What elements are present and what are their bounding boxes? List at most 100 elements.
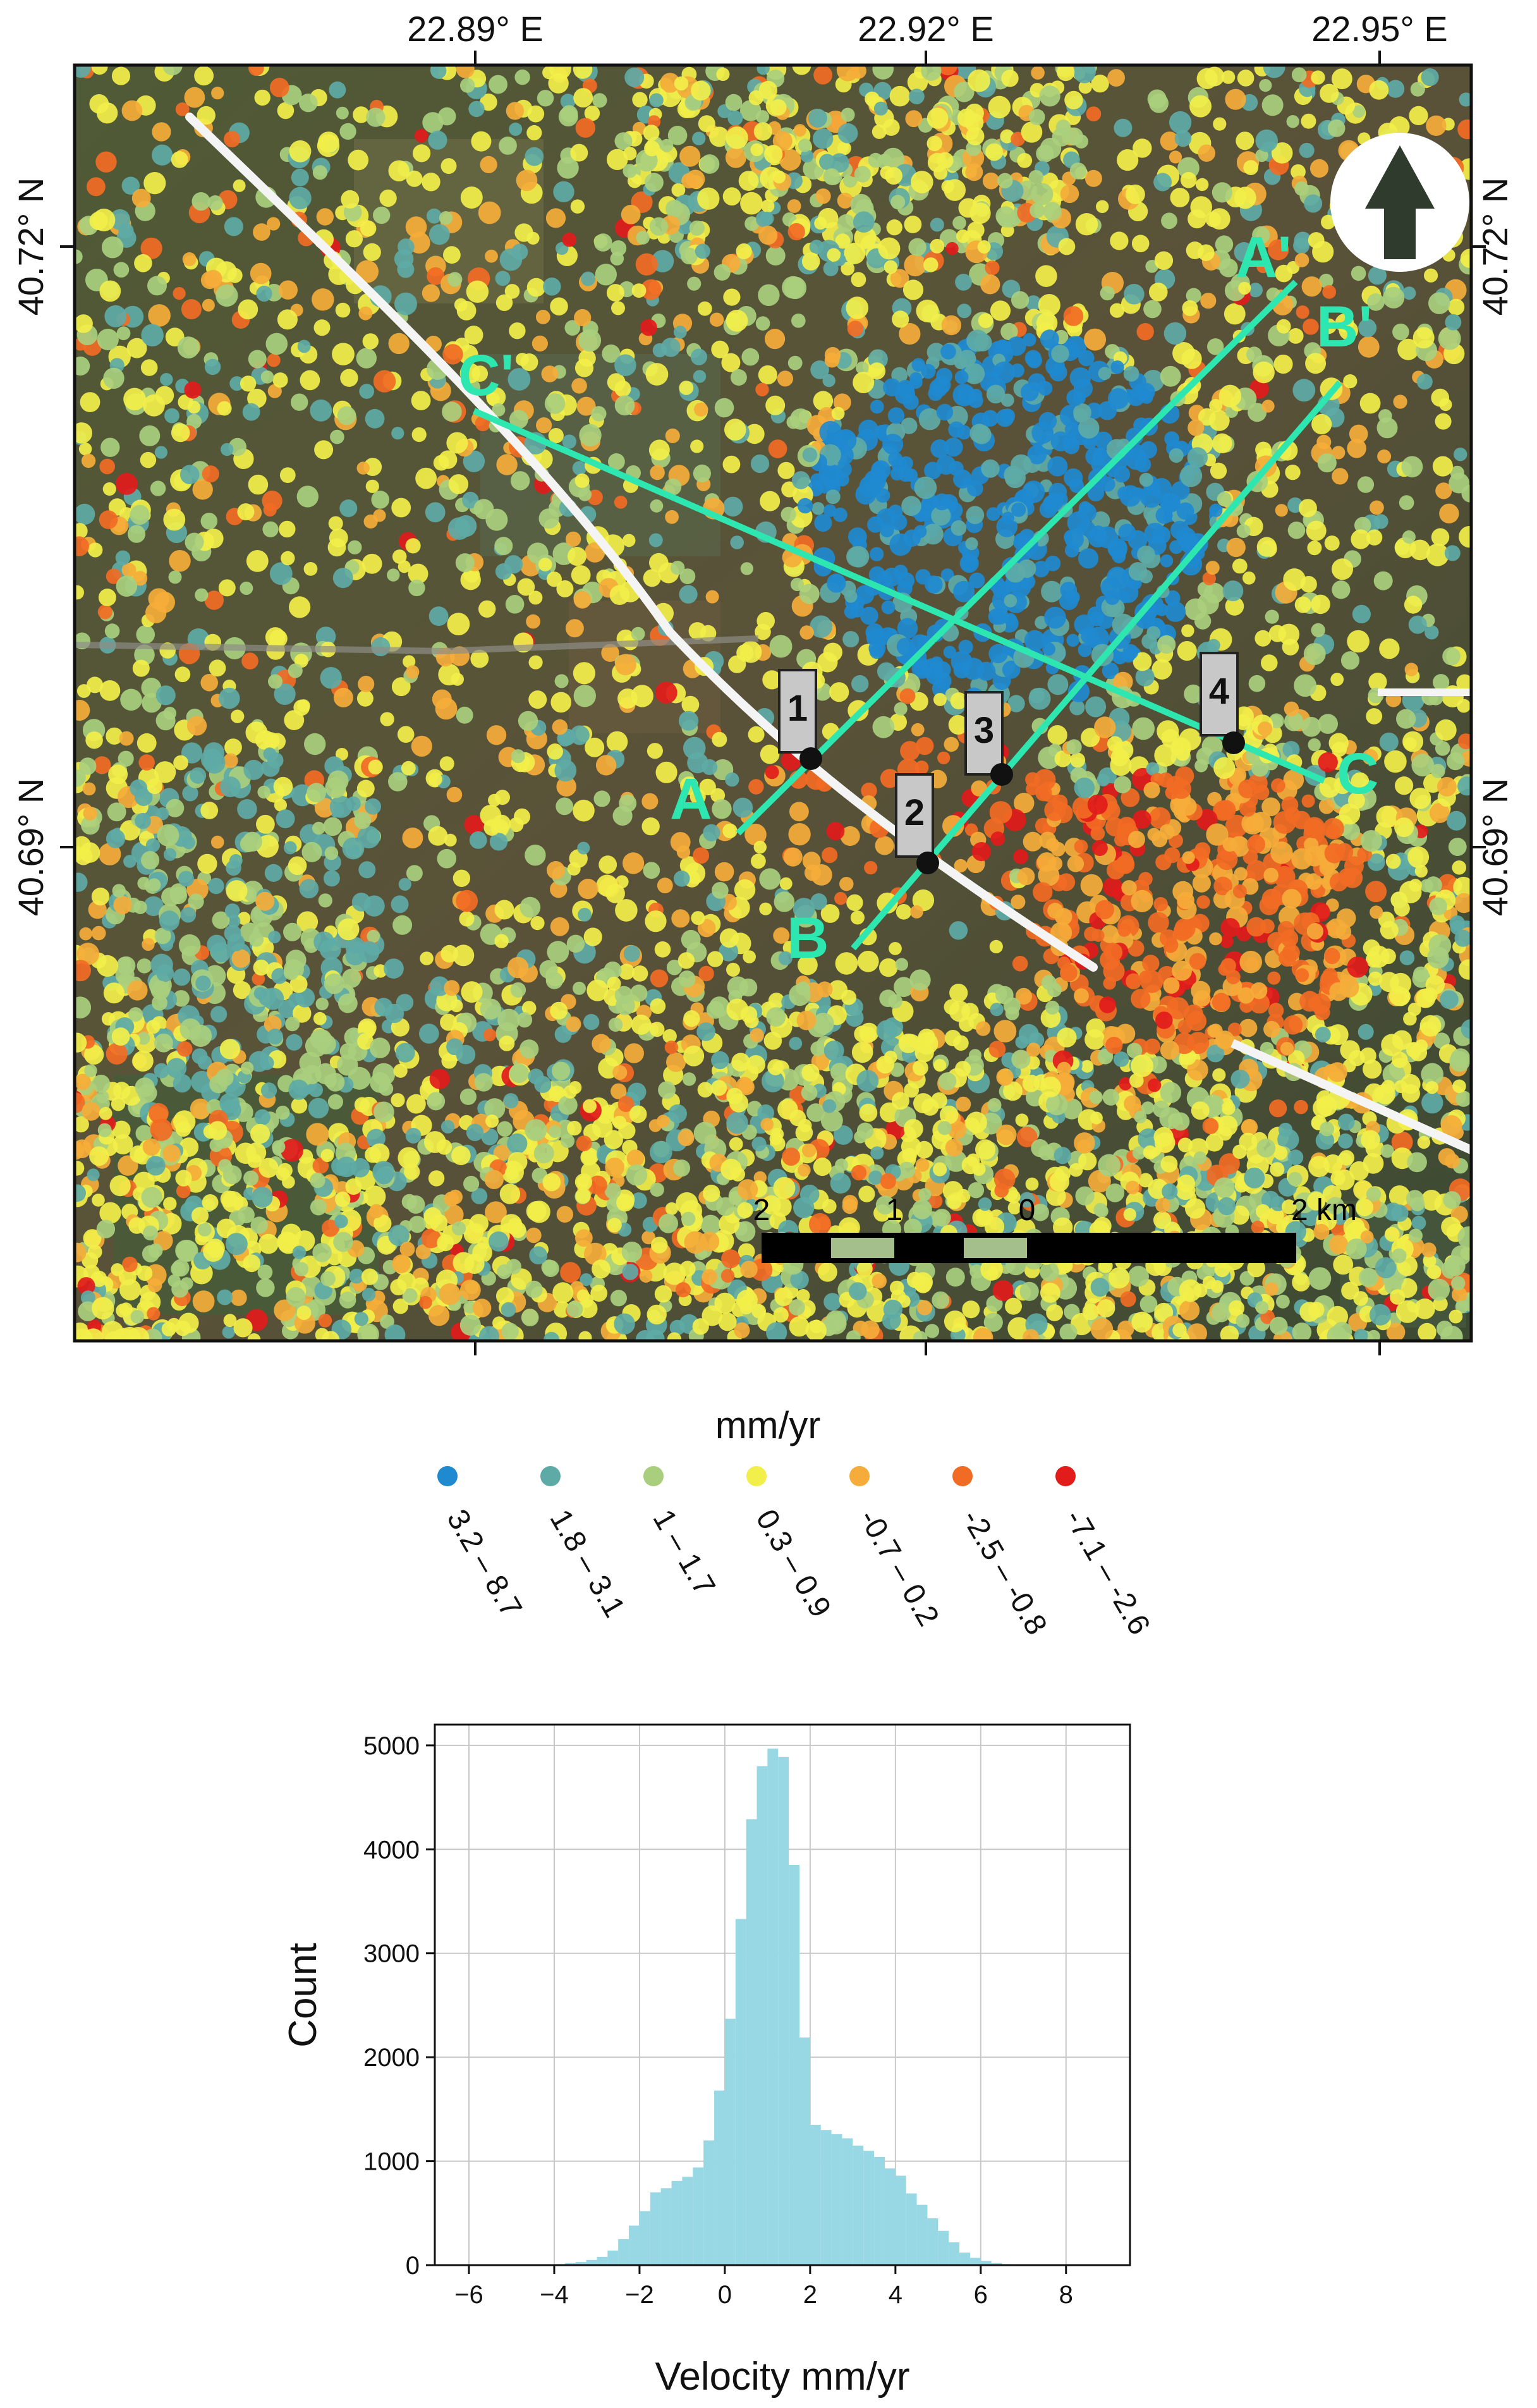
histogram-bar — [703, 2140, 715, 2265]
histogram-bar — [799, 2037, 810, 2265]
histogram-bar — [842, 2138, 853, 2265]
x-tick-label: 4 — [889, 2281, 902, 2309]
histogram-panel: −6 −4 −2 0 2 4 6 8 0 1000 2000 3000 4000 5000 Velocit… — [281, 1723, 1131, 2399]
histogram-bar — [949, 2242, 960, 2265]
histogram-bar — [927, 2218, 939, 2265]
legend-label: 0.3 – 0.9 — [749, 1504, 837, 1623]
histogram-bar — [884, 2168, 896, 2265]
profile-label-b: B — [787, 906, 829, 970]
legend-label: 3.2 – 8.7 — [440, 1504, 528, 1623]
histogram-bar — [820, 2130, 832, 2265]
point-label-2: 2 — [904, 792, 925, 833]
histogram-bar — [969, 2258, 981, 2265]
histogram-bar — [735, 1919, 746, 2265]
histogram-bar — [564, 2263, 576, 2265]
lat-label-left-40-72: 40.72° N — [11, 178, 51, 316]
x-tick-label: −4 — [540, 2281, 569, 2309]
point-marker-2: 2 — [895, 773, 939, 874]
histogram-bar — [916, 2204, 928, 2265]
histogram-bar — [607, 2250, 619, 2265]
x-tick-label: 8 — [1059, 2281, 1073, 2309]
legend-swatch — [952, 1466, 973, 1486]
legend-title: mm/yr — [715, 1404, 821, 1446]
histogram-bar — [629, 2225, 640, 2265]
road-line — [75, 635, 759, 655]
scale-label-0: 0 — [1019, 1194, 1036, 1227]
histogram-ticks: −6 −4 −2 0 2 4 6 8 0 1000 2000 3000 4000 5000 — [363, 1732, 1073, 2309]
histogram-bar — [863, 2151, 875, 2265]
point-marker-3: 3 — [964, 691, 1013, 786]
histogram-ylabel: Count — [281, 1943, 325, 2047]
scale-bar: 2 1 0 2 km — [753, 1194, 1357, 1263]
lon-label-22-92: 22.92° E — [858, 9, 993, 49]
histogram-bar — [756, 1766, 768, 2265]
x-tick-label: −6 — [454, 2281, 483, 2309]
histogram-bar — [767, 1748, 779, 2265]
fault-line-east — [1230, 1039, 1471, 1155]
point-label-1: 1 — [787, 688, 808, 729]
profile-line-aa — [736, 279, 1298, 836]
legend-item: 1 – 1.7 — [643, 1466, 722, 1601]
lat-label-left-40-69: 40.69° N — [11, 778, 51, 917]
scale-label-2-left: 2 — [753, 1194, 770, 1227]
legend-swatch — [643, 1466, 664, 1486]
histogram-bar — [959, 2252, 970, 2265]
histogram-bar — [660, 2188, 672, 2265]
y-tick-label: 4000 — [363, 1836, 420, 1864]
x-tick-label: 0 — [718, 2281, 732, 2309]
profile-label-c: C — [1337, 742, 1378, 806]
legend-label: 1.8 – 3.1 — [543, 1504, 631, 1623]
legend-swatch — [540, 1466, 561, 1486]
legend-item: 0.3 – 0.9 — [746, 1466, 837, 1623]
histogram-bar — [575, 2262, 586, 2265]
point-marker-4: 4 — [1200, 652, 1245, 754]
y-tick-label: 2000 — [363, 2044, 420, 2072]
histogram-bar — [618, 2239, 629, 2265]
map-frame — [73, 63, 1473, 1343]
histogram-bar — [980, 2261, 992, 2265]
histogram-bar — [724, 2019, 736, 2265]
histogram-frame — [434, 1723, 1131, 2266]
histogram-bar — [746, 1819, 757, 2265]
histogram-bar — [991, 2263, 1002, 2265]
profile-label-a-prime: A' — [1236, 225, 1291, 290]
legend-item: 1.8 – 3.1 — [540, 1466, 631, 1623]
x-tick-label: −2 — [625, 2281, 654, 2309]
lat-label-right-40-69: 40.69° N — [1475, 778, 1515, 917]
histogram-bar — [639, 2211, 650, 2265]
point-label-4: 4 — [1209, 671, 1229, 712]
profile-label-c-prime: C' — [458, 343, 514, 408]
histogram-bar — [938, 2230, 949, 2265]
legend-swatch — [746, 1466, 767, 1486]
histogram-bar — [906, 2193, 917, 2265]
histogram-bar — [778, 1756, 789, 2265]
legend-swatch — [1055, 1466, 1076, 1486]
histogram-bar — [714, 2090, 725, 2265]
legend-item: -0.7 – 0.2 — [849, 1466, 945, 1632]
point-marker-1: 1 — [778, 669, 822, 770]
lat-label-right-40-72: 40.72° N — [1475, 178, 1515, 316]
histogram-bar — [682, 2177, 693, 2265]
y-tick-label: 5000 — [363, 1732, 420, 1760]
x-tick-label: 6 — [974, 2281, 988, 2309]
profile-label-a: A — [670, 767, 712, 831]
histogram-xlabel: Velocity mm/yr — [655, 2355, 909, 2399]
y-tick-label: 0 — [406, 2252, 420, 2280]
legend-swatch — [437, 1466, 458, 1486]
histogram-bar — [810, 2125, 821, 2265]
legend-label: -2.5 – -0.8 — [955, 1504, 1053, 1641]
legend-label: -7.1 – -2.6 — [1058, 1504, 1156, 1641]
histogram-bar — [853, 2145, 864, 2265]
histogram-bar — [671, 2180, 683, 2265]
legend-item: -2.5 – -0.8 — [952, 1466, 1054, 1641]
histogram-bar — [789, 1864, 799, 2265]
legend-item: -7.1 – -2.6 — [1055, 1466, 1157, 1641]
legend-item: 3.2 – 8.7 — [437, 1466, 528, 1623]
legend-swatch — [849, 1466, 870, 1486]
y-tick-label: 3000 — [363, 1940, 420, 1968]
histogram-bar — [693, 2167, 704, 2265]
north-arrow-icon — [1330, 133, 1469, 272]
lon-label-22-89: 22.89° E — [407, 9, 543, 49]
legend: mm/yr 3.2 – 8.7 1.8 – 3.1 1 – 1.7 0.3 – 0.9… — [437, 1404, 1157, 1641]
